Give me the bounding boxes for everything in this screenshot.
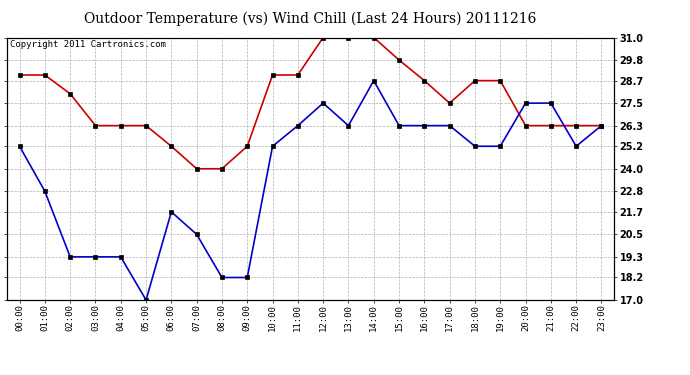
Text: Copyright 2011 Cartronics.com: Copyright 2011 Cartronics.com [10,40,166,49]
Text: Outdoor Temperature (vs) Wind Chill (Last 24 Hours) 20111216: Outdoor Temperature (vs) Wind Chill (Las… [84,11,537,26]
